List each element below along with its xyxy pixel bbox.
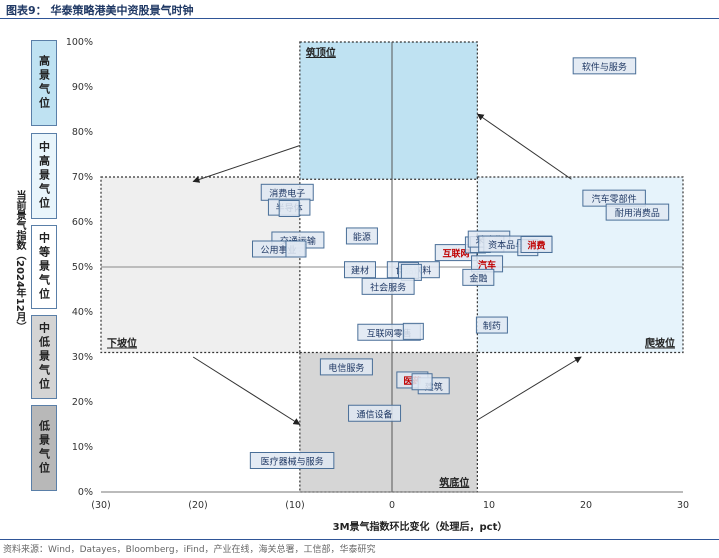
x-tick-label-6: 20 <box>580 500 592 511</box>
level-high-label: 高景气位 <box>37 55 51 111</box>
point-label-2: 汽车零部件 <box>592 193 637 205</box>
point-label-16: 互联网 <box>443 248 470 260</box>
y-tick-label-2: 10% <box>72 442 93 453</box>
point-28 <box>402 322 424 340</box>
point-7: 能源 <box>345 227 378 245</box>
point-15: 社会服务 <box>361 277 415 295</box>
point-box-1 <box>572 57 637 75</box>
point-label-27: 互联网零售 <box>367 327 412 339</box>
y-tick-label-3: 20% <box>72 397 93 408</box>
point-6 <box>278 200 300 217</box>
y-tick-label-11: 100% <box>66 37 93 48</box>
point-label-25: 金融 <box>469 272 487 284</box>
point-label-24: 汽车 <box>478 259 496 271</box>
point-32 <box>411 373 433 391</box>
point-box-15 <box>361 277 415 295</box>
point-box-10 <box>285 240 307 258</box>
source-note: 资料来源：Wind，Datayes，Bloomberg，iFind，产业在线，海… <box>3 545 376 555</box>
point-label-26: 制药 <box>483 320 501 332</box>
x-tick-label-5: 10 <box>483 500 495 511</box>
point-box-26 <box>475 316 508 334</box>
level-mid: 中等景气位 <box>31 225 57 309</box>
y-tick-label-8: 70% <box>72 172 93 183</box>
point-box-11 <box>343 261 376 279</box>
x-tick-label-3: (10) <box>285 500 305 511</box>
level-mid-low: 中低景气位 <box>31 315 57 399</box>
x-tick-label-2: (20) <box>188 500 208 511</box>
point-box-32 <box>411 373 433 391</box>
level-high: 高景气位 <box>31 40 57 126</box>
point-label-11: 建材 <box>351 265 369 277</box>
point-10 <box>285 240 307 258</box>
point-2: 汽车零部件 <box>582 189 646 207</box>
y-tick-label-5: 40% <box>72 307 93 318</box>
point-label-33: 通信设备 <box>357 408 393 420</box>
clock-arrow-4 <box>476 113 572 180</box>
point-box-33 <box>348 404 402 422</box>
zone-4 <box>476 176 684 354</box>
level-mid-high-label: 中高景气位 <box>37 141 51 211</box>
point-box-23 <box>520 236 553 253</box>
level-low: 低景气位 <box>31 405 57 491</box>
chart-title: 图表9： 华泰策略港美中资股景气时钟 <box>6 4 194 17</box>
point-33: 通信设备 <box>348 404 402 422</box>
point-34: 医疗器械与服务 <box>249 452 335 469</box>
point-box-3 <box>605 203 670 221</box>
point-label-15: 社会服务 <box>370 281 406 293</box>
point-box-7 <box>345 227 378 245</box>
zone-label-1: 筑顶位 <box>306 46 336 59</box>
y-tick-label-6: 50% <box>72 262 93 273</box>
point-3: 耐用消费品 <box>605 203 670 221</box>
y-tick-label-10: 90% <box>72 82 93 93</box>
point-box-29 <box>319 358 373 376</box>
point-4: 消费电子 <box>260 183 314 201</box>
level-mid-low-label: 中低景气位 <box>37 322 51 392</box>
zone-label-2: 下坡位 <box>107 337 137 350</box>
x-tick-label-4: 0 <box>389 500 395 511</box>
title-rule <box>0 18 719 19</box>
point-label-23: 消费 <box>528 240 546 252</box>
zone-2 <box>100 176 301 354</box>
x-axis-label: 3M景气指数环比变化（处理后，pct） <box>333 520 508 533</box>
clock-arrow-1 <box>192 145 301 183</box>
point-box-6 <box>278 200 300 217</box>
point-26: 制药 <box>475 316 508 334</box>
y-tick-label-4: 30% <box>72 352 93 363</box>
point-label-7: 能源 <box>353 231 371 243</box>
point-label-1: 软件与服务 <box>582 61 627 73</box>
zone-1 <box>299 41 478 180</box>
point-25: 金融 <box>462 268 495 286</box>
y-tick-label-9: 80% <box>72 127 93 138</box>
level-low-label: 低景气位 <box>37 420 51 476</box>
point-24: 汽车 <box>471 255 504 273</box>
point-label-4: 消费电子 <box>269 187 305 199</box>
point-label-29: 电信服务 <box>328 362 364 374</box>
level-mid-label: 中等景气位 <box>37 232 51 302</box>
clock-arrow-3 <box>477 356 582 421</box>
point-23: 消费 <box>520 236 553 253</box>
y-axis-label: 当前景气指数（2024年12月） <box>14 190 25 332</box>
point-label-34: 医疗器械与服务 <box>261 456 324 468</box>
y-tick-label-1: 0% <box>78 487 93 498</box>
point-box-34 <box>249 452 335 469</box>
source-rule <box>0 539 719 540</box>
zone-label-3: 筑底位 <box>439 476 469 489</box>
x-tick-label-7: 30 <box>677 500 689 511</box>
point-label-3: 耐用消费品 <box>615 207 660 219</box>
zone-label-4: 爬坡位 <box>644 337 675 350</box>
clock-arrow-2 <box>192 356 301 425</box>
x-tick-label-1: (30) <box>91 500 111 511</box>
point-1: 软件与服务 <box>572 57 637 75</box>
point-11: 建材 <box>343 261 376 279</box>
level-mid-high: 中高景气位 <box>31 133 57 219</box>
point-box-28 <box>402 322 424 340</box>
y-tick-label-7: 60% <box>72 217 93 228</box>
point-29: 电信服务 <box>319 358 373 376</box>
point-box-25 <box>462 268 495 286</box>
